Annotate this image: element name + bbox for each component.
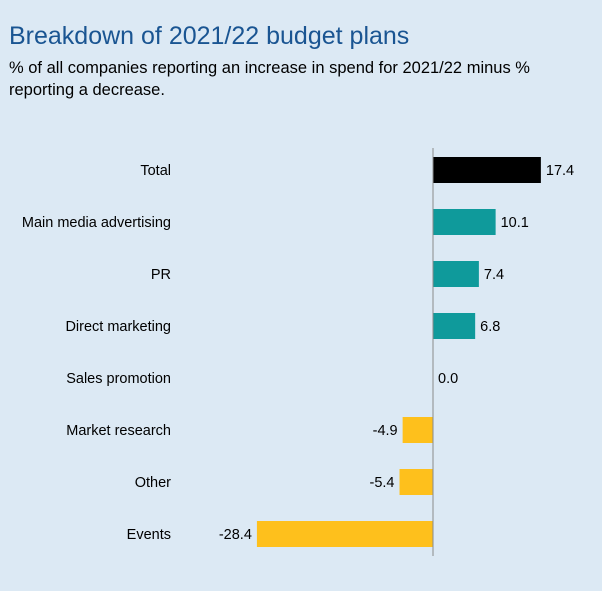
category-label: Direct marketing (65, 319, 171, 335)
category-label: Events (127, 527, 171, 543)
category-label: Sales promotion (66, 371, 171, 387)
bar (433, 209, 496, 235)
value-label: 10.1 (501, 215, 529, 231)
value-label: -5.4 (370, 475, 395, 491)
value-label: 17.4 (546, 163, 574, 179)
category-label: Main media advertising (22, 215, 171, 231)
category-label: PR (151, 267, 171, 283)
bar (433, 157, 541, 183)
bar (256, 521, 433, 547)
value-label: 7.4 (484, 267, 504, 283)
value-label: -4.9 (373, 423, 398, 439)
value-label: -28.4 (219, 527, 252, 543)
bar (402, 417, 433, 443)
category-label: Market research (66, 423, 171, 439)
chart-subtitle: % of all companies reporting an increase… (9, 59, 530, 99)
chart-title: Breakdown of 2021/22 budget plans (9, 22, 410, 50)
value-label: 0.0 (438, 371, 458, 387)
bar (433, 261, 479, 287)
value-label: 6.8 (480, 319, 500, 335)
category-label: Total (140, 163, 171, 179)
bar (433, 313, 476, 339)
category-label: Other (135, 475, 171, 491)
bar (399, 469, 433, 495)
